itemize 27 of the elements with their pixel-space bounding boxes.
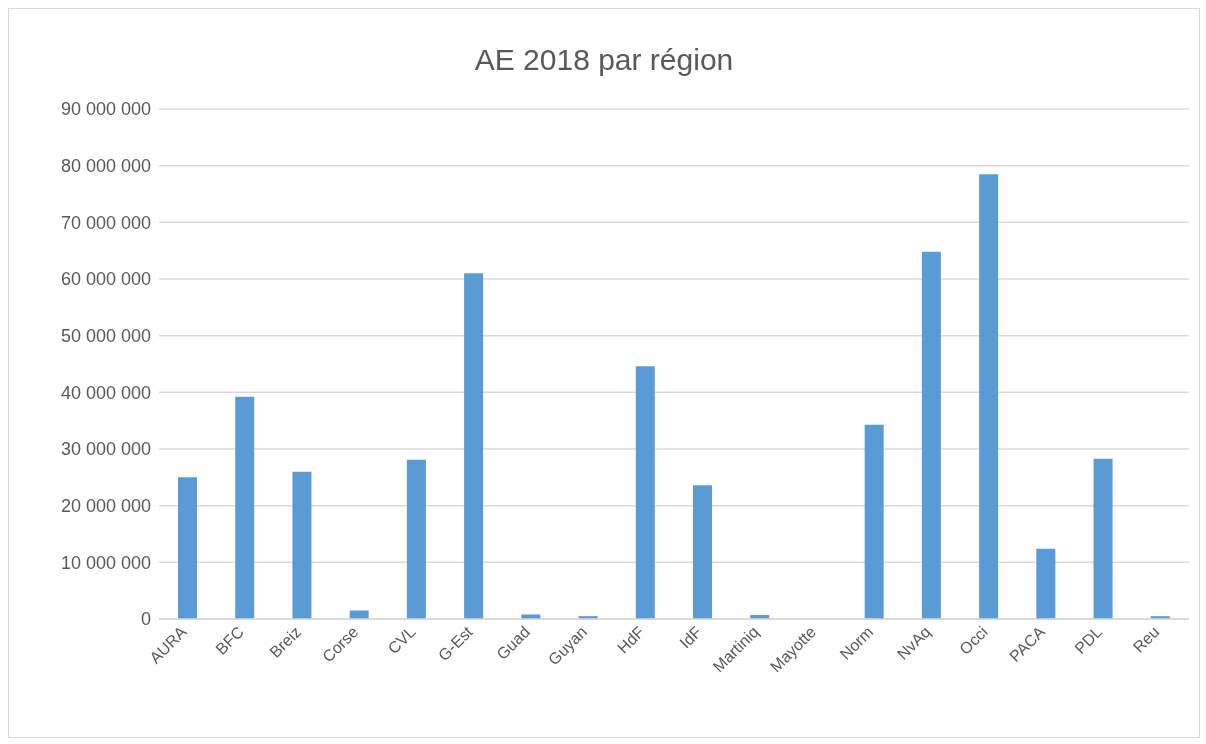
- y-tick-label: 0: [140, 609, 151, 630]
- bar: [464, 273, 484, 619]
- bar: [979, 174, 999, 619]
- y-tick-label: 40 000 000: [60, 382, 151, 403]
- bar: [921, 251, 941, 619]
- bar: [693, 485, 712, 619]
- y-tick-label: 70 000 000: [60, 212, 151, 233]
- y-tick-label: 80 000 000: [60, 156, 151, 177]
- bar: [635, 366, 655, 619]
- x-tick-label: PDL: [1071, 623, 1106, 658]
- bar: [292, 471, 312, 619]
- bar: [406, 459, 426, 619]
- y-tick-label: 60 000 000: [60, 269, 151, 290]
- y-tick-label: 10 000 000: [60, 552, 151, 573]
- y-tick-label: 20 000 000: [60, 496, 151, 517]
- bar: [235, 396, 255, 619]
- bar: [1036, 548, 1056, 619]
- x-tick-label: IdF: [676, 622, 705, 652]
- y-tick-label: 50 000 000: [60, 326, 151, 347]
- chart-title: AE 2018 par région: [473, 43, 735, 77]
- bar: [178, 477, 197, 619]
- x-tick-label: CVL: [384, 623, 419, 658]
- bar: [864, 424, 884, 619]
- y-tick-label: 90 000 000: [60, 99, 151, 120]
- x-tick-label: Reu: [1129, 623, 1163, 656]
- bar: [1093, 458, 1113, 619]
- y-tick-label: 30 000 000: [60, 439, 151, 460]
